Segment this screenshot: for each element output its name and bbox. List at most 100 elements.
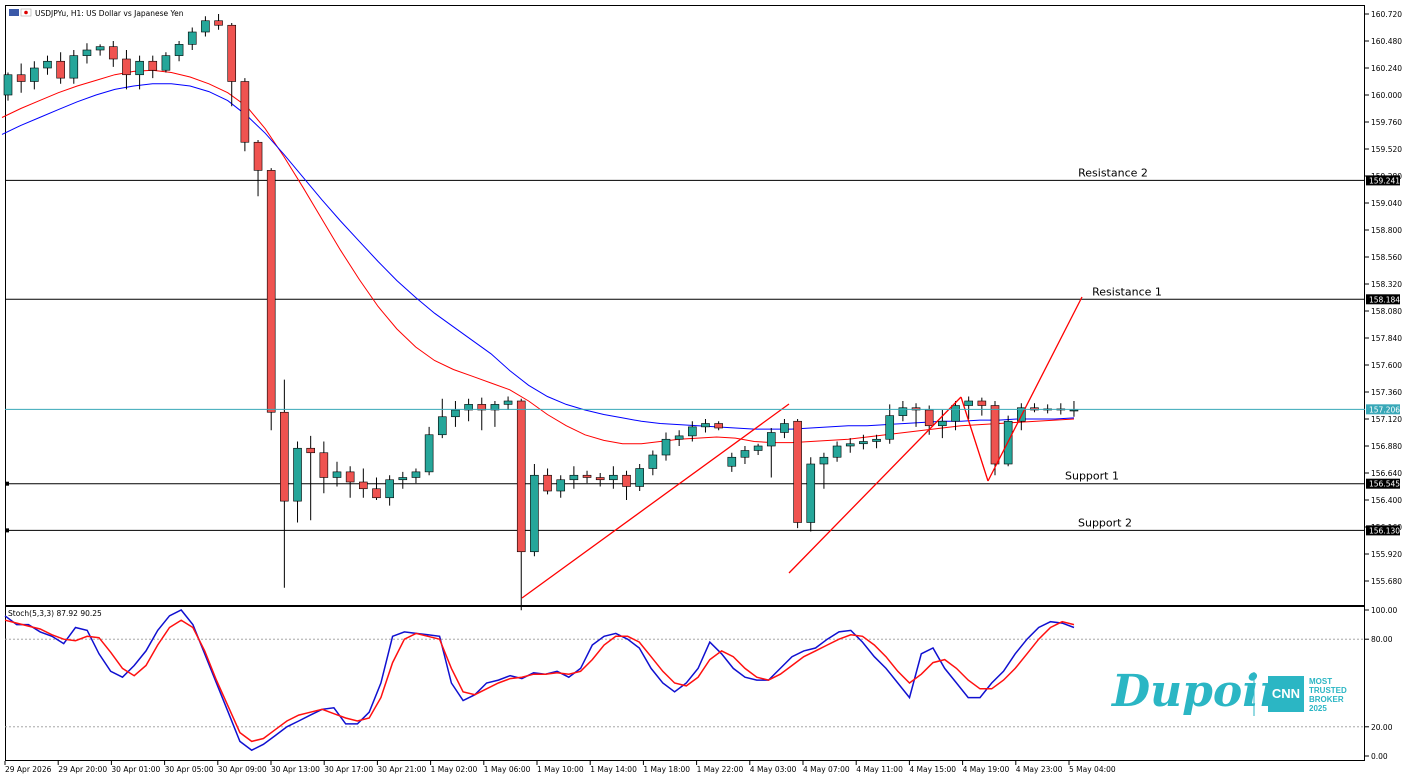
level-price-tag xyxy=(1366,478,1400,489)
candle-body xyxy=(187,31,197,45)
candle-body xyxy=(872,438,881,442)
candle-body xyxy=(451,409,460,418)
price-tick-label: 157.840 xyxy=(1371,334,1402,343)
stochastic-label: Stoch(5,3,3) 87.92 90.25 xyxy=(8,609,102,618)
time-tick-label: 30 Apr 09:00 xyxy=(218,765,267,774)
badge-line-3: BROKER xyxy=(1309,695,1344,704)
candle-body xyxy=(437,416,447,436)
candle-body xyxy=(977,400,987,406)
price-tick-label: 158.320 xyxy=(1371,280,1402,289)
candle-body xyxy=(635,468,644,487)
time-tick-label: 29 Apr 2026 xyxy=(5,765,52,774)
price-tick-label: 160.000 xyxy=(1371,91,1402,100)
candle-body xyxy=(280,411,289,502)
level-price-tag xyxy=(1366,525,1400,536)
time-tick-label: 4 May 11:00 xyxy=(856,765,903,774)
price-tick-label: 159.760 xyxy=(1371,118,1402,127)
candle-body xyxy=(701,423,710,428)
moving-averages xyxy=(1,69,1075,445)
candle-body xyxy=(319,452,329,478)
time-tick-label: 4 May 15:00 xyxy=(909,765,956,774)
candle-body xyxy=(266,170,276,413)
level-price-tag-text: 159.241 xyxy=(1369,176,1400,185)
candle-body xyxy=(714,423,723,429)
trendline xyxy=(788,396,962,574)
time-tick-label: 1 May 14:00 xyxy=(590,765,637,774)
time-tick-label: 30 Apr 05:00 xyxy=(165,765,214,774)
price-tick-label: 156.400 xyxy=(1371,496,1402,505)
stoch-tick-label: 80.00 xyxy=(1371,635,1393,644)
moving-average-line xyxy=(1,83,1075,430)
price-tick-label: 158.080 xyxy=(1371,307,1402,316)
candle-body xyxy=(609,474,618,481)
stoch-tick-label: 0.00 xyxy=(1371,752,1388,761)
candle-body xyxy=(688,426,697,437)
candle-body xyxy=(30,67,39,82)
candle-body xyxy=(885,415,895,440)
candle-body xyxy=(740,450,750,458)
stoch-signal-line xyxy=(4,619,1075,743)
candle-body xyxy=(411,471,421,478)
price-tick-label: 157.600 xyxy=(1371,361,1402,370)
level-price-tag xyxy=(1366,175,1400,186)
time-tick-label: 30 Apr 17:00 xyxy=(324,765,373,774)
candle-body xyxy=(3,74,13,96)
price-tick-label: 155.920 xyxy=(1371,550,1402,559)
candle-body xyxy=(516,400,526,553)
candle-body xyxy=(122,58,131,76)
candle-body xyxy=(582,474,592,478)
flag-icon-jp-dot xyxy=(24,10,28,15)
time-tick-label: 30 Apr 21:00 xyxy=(377,765,426,774)
time-tick-label: 4 May 03:00 xyxy=(750,765,797,774)
cnn-badge-text: CNN xyxy=(1272,686,1300,701)
candle-body xyxy=(964,400,973,406)
chart-title: USDJPYu, H1: US Dollar vs Japanese Yen xyxy=(35,9,184,18)
time-tick-label: 30 Apr 13:00 xyxy=(271,765,320,774)
candlesticks xyxy=(3,14,1079,611)
current-price-line: 157.206 xyxy=(5,404,1400,415)
candle-body xyxy=(595,477,605,481)
candle-body xyxy=(253,141,263,171)
candle-body xyxy=(898,407,908,416)
candle-body xyxy=(727,456,737,467)
candle-body xyxy=(108,46,118,60)
price-tick-label: 155.680 xyxy=(1371,577,1402,586)
time-tick-label: 4 May 19:00 xyxy=(963,765,1010,774)
price-tick-label: 160.480 xyxy=(1371,37,1402,46)
time-tick-label: 29 Apr 20:00 xyxy=(58,765,107,774)
level-label: Resistance 2 xyxy=(1078,166,1148,179)
price-tick-label: 158.560 xyxy=(1371,253,1402,262)
candle-body xyxy=(1069,409,1079,412)
symbol-title: USDJPYu, H1: US Dollar vs Japanese Yen xyxy=(9,8,184,18)
time-tick-label: 4 May 07:00 xyxy=(803,765,850,774)
trendline xyxy=(987,296,1083,482)
candle-body xyxy=(359,481,368,490)
candle-body xyxy=(648,454,658,469)
candle-body xyxy=(569,474,579,481)
candle-body xyxy=(832,445,842,458)
candle-body xyxy=(622,474,631,487)
flag-icon xyxy=(9,9,19,16)
main-plot-frame xyxy=(5,5,1365,606)
candle-body xyxy=(174,44,184,56)
current-price-tag-text: 157.206 xyxy=(1369,405,1400,414)
price-tick-label: 160.720 xyxy=(1371,10,1402,19)
candle-body xyxy=(240,81,250,143)
candle-body xyxy=(503,400,513,405)
candle-body xyxy=(161,55,171,71)
candle-body xyxy=(424,434,434,473)
trendlines xyxy=(521,296,1083,599)
badge-line-2: TRUSTED xyxy=(1309,686,1347,695)
candle-body xyxy=(372,488,381,499)
level-label: Resistance 1 xyxy=(1092,285,1162,298)
candle-body xyxy=(148,60,158,71)
candle-body xyxy=(43,60,52,69)
stochastic-oscillator: 100.00 80.00 20.00 0.00 xyxy=(4,606,1397,761)
candle-body xyxy=(214,20,223,26)
cnn-badge xyxy=(1268,676,1304,712)
candle-body xyxy=(674,435,684,440)
candle-body xyxy=(924,409,934,427)
candle-body xyxy=(345,471,355,483)
candle-body xyxy=(56,60,65,79)
